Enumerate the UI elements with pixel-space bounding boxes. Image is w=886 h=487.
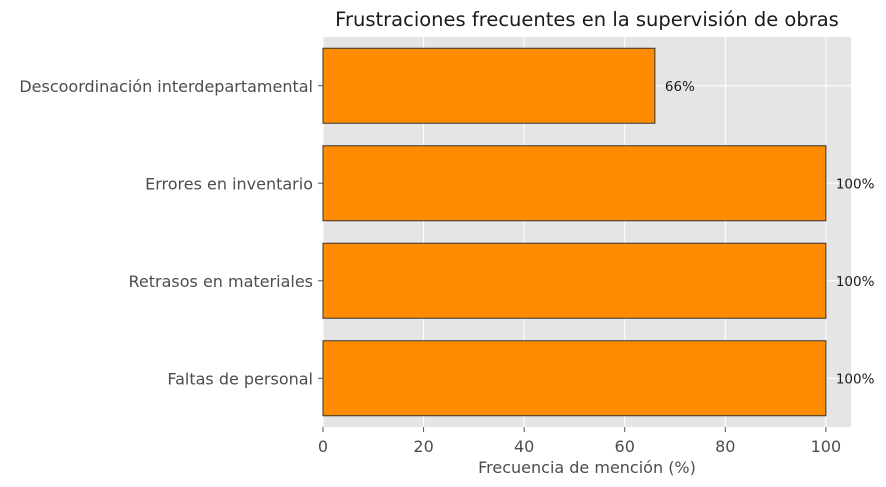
data-label: 100% xyxy=(836,274,875,290)
data-label: 100% xyxy=(836,176,875,192)
category-label: Faltas de personal xyxy=(167,369,313,388)
x-tick-label: 40 xyxy=(514,437,534,456)
x-tick-label: 20 xyxy=(413,437,433,456)
data-label: 66% xyxy=(665,79,695,95)
category-label: Retrasos en materiales xyxy=(129,272,313,291)
x-tick-label: 0 xyxy=(318,437,328,456)
data-labels: 66% 100% 100% 100% xyxy=(665,79,875,388)
data-label: 100% xyxy=(836,371,875,387)
bar xyxy=(322,242,827,319)
x-axis-label: Frecuencia de mención (%) xyxy=(478,458,696,477)
category-labels: Descoordinación interdepartamental Errore… xyxy=(19,77,313,389)
category-label: Descoordinación interdepartamental xyxy=(19,77,313,96)
bars xyxy=(322,47,827,417)
chart-title: Frustraciones frecuentes en la supervisi… xyxy=(335,8,839,31)
category-label: Errores en inventario xyxy=(145,174,313,193)
bar xyxy=(322,47,656,124)
x-tick-label: 80 xyxy=(715,437,735,456)
bar xyxy=(322,145,827,222)
x-tick-label: 100 xyxy=(811,437,842,456)
x-tick-label: 60 xyxy=(615,437,635,456)
bar xyxy=(322,340,827,417)
x-axis-ticks: 0 20 40 60 80 100 xyxy=(318,85,842,456)
